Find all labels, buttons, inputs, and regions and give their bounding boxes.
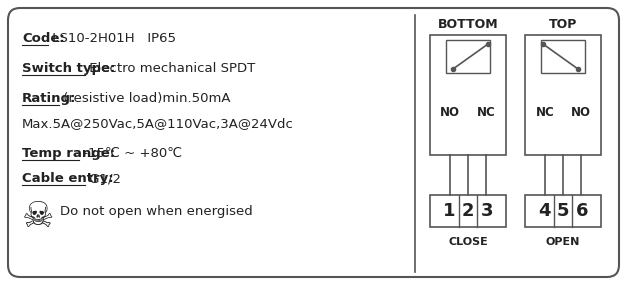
- Text: 5: 5: [557, 202, 569, 220]
- Text: Temp range:: Temp range:: [22, 147, 115, 160]
- Text: NC: NC: [477, 107, 495, 119]
- Text: Rating:: Rating:: [22, 92, 76, 105]
- Text: CLOSE: CLOSE: [448, 237, 488, 247]
- Text: Max.5A@250Vac,5A@110Vac,3A@24Vdc: Max.5A@250Vac,5A@110Vac,3A@24Vdc: [22, 117, 294, 130]
- Text: 1: 1: [443, 202, 455, 220]
- Text: BOTTOM: BOTTOM: [438, 18, 498, 31]
- Text: LS10-2H01H   IP65: LS10-2H01H IP65: [48, 32, 176, 45]
- Text: Do not open when energised: Do not open when energised: [60, 205, 253, 218]
- Text: NO: NO: [571, 107, 591, 119]
- Text: TOP: TOP: [549, 18, 577, 31]
- Text: G1/2: G1/2: [85, 172, 121, 185]
- Text: Switch type:: Switch type:: [22, 62, 115, 75]
- Bar: [430, 35, 506, 155]
- Text: (resistive load)min.50mA: (resistive load)min.50mA: [58, 92, 230, 105]
- Bar: [541, 40, 585, 73]
- Text: 3: 3: [481, 202, 493, 220]
- Text: 2: 2: [461, 202, 474, 220]
- Bar: [525, 195, 601, 227]
- Text: 6: 6: [576, 202, 588, 220]
- FancyBboxPatch shape: [8, 8, 619, 277]
- Text: ☠: ☠: [22, 200, 55, 234]
- Text: OPEN: OPEN: [546, 237, 580, 247]
- Bar: [446, 40, 490, 73]
- Text: Code:: Code:: [22, 32, 65, 45]
- Text: -15℃ ~ +80℃: -15℃ ~ +80℃: [80, 147, 182, 160]
- Text: NO: NO: [440, 107, 460, 119]
- Text: Electro mechanical SPDT: Electro mechanical SPDT: [85, 62, 255, 75]
- Text: 4: 4: [538, 202, 551, 220]
- Bar: [525, 35, 601, 155]
- Bar: [430, 195, 506, 227]
- Text: Cable entry:: Cable entry:: [22, 172, 113, 185]
- Text: NC: NC: [535, 107, 554, 119]
